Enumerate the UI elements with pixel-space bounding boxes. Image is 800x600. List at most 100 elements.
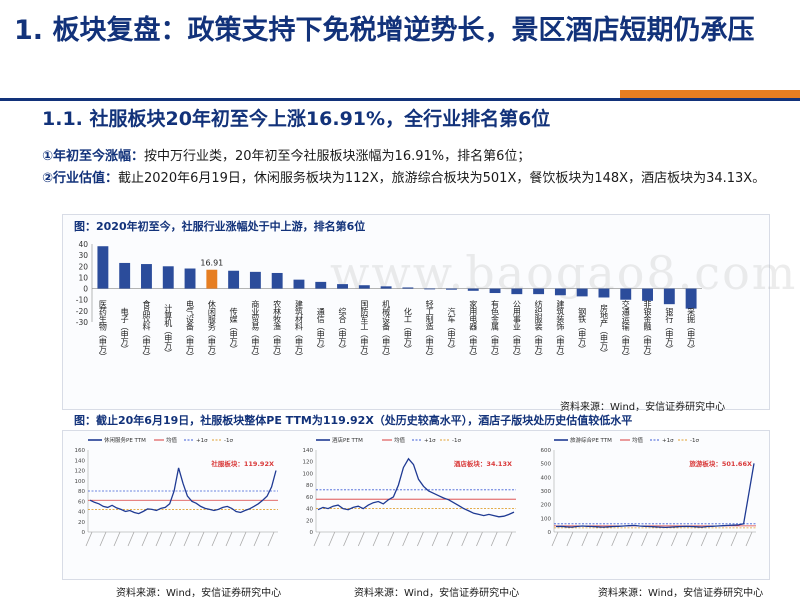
bar-15: [424, 288, 436, 290]
y-tick-label: 100: [75, 479, 86, 485]
figure-one-source: 资料来源：Wind，安信证券研究中心: [560, 402, 726, 413]
category-label: 商业贸易︵申万︶: [251, 299, 260, 360]
category-label: 银行︵申万︶: [665, 307, 674, 353]
page-title: 1. 板块复盘：政策支持下免税增逆势长，景区酒店短期仍承压: [14, 15, 755, 46]
y-tick-label: 200: [541, 503, 552, 509]
y-tick-label: 120: [75, 469, 86, 475]
x-tick-mark: [372, 531, 380, 547]
bar-4: [184, 268, 196, 289]
x-tick-mark: [730, 531, 738, 547]
point-two-text: 截止2020年6月19日，休闲服务板块为112X，旅游综合板块为501X，餐饮板…: [118, 171, 766, 186]
bar-20: [533, 288, 545, 295]
y-tick-label: 20: [306, 518, 313, 524]
series-annotation: 社服板块：119.92X: [211, 459, 274, 468]
point-one: ①年初至今涨幅：按中万行业类，20年初至今社服板块涨幅为16.91%，排名第6位…: [42, 146, 772, 167]
bar-22: [576, 288, 588, 297]
x-tick-mark: [183, 531, 191, 547]
y-tick-label: 100: [303, 471, 314, 477]
legend-lower-label: -1σ: [224, 438, 233, 444]
category-label: 传媒︵申万︶: [229, 307, 238, 353]
highlight-data-label: 16.91: [200, 259, 223, 268]
bar-10: [315, 281, 327, 289]
category-label: 汽车︵申万︶: [447, 307, 456, 353]
y-tick-label: 0: [310, 530, 314, 536]
x-tick-mark: [505, 531, 513, 547]
figure-two-source-1: 资料来源：Wind，安信证券研究中心: [116, 588, 282, 599]
x-tick-mark: [715, 531, 723, 547]
category-label: 公用事业︵申万︶: [512, 300, 521, 360]
x-tick-mark: [626, 531, 633, 547]
x-tick-mark: [267, 531, 275, 547]
bar-6: [228, 270, 240, 289]
y-tick-label: -30: [76, 318, 88, 327]
hotel-pe-chart: 酒店PE TTM 均值 +1σ -1σ 140 120 100 80 60 40 20 0 酒店板块：3…: [303, 436, 516, 547]
x-tick-mark: [551, 531, 559, 547]
category-label: 综合︵申万︶: [338, 307, 347, 353]
legend-mean-label: 均值: [632, 436, 644, 444]
y-tick-label: 140: [303, 448, 314, 454]
figure-one-panel: [62, 214, 770, 410]
x-tick-mark: [387, 531, 395, 547]
y-tick-label: -20: [76, 307, 88, 316]
y-tick-label: 500: [541, 462, 552, 468]
y-tick-label: 80: [306, 483, 313, 489]
bar-26: [663, 288, 675, 305]
legend-main-label: 旅游综合PE TTM: [570, 436, 612, 444]
category-label: 建筑装饰︵申万︶: [556, 299, 565, 360]
bar-3: [162, 266, 174, 289]
x-tick-mark: [253, 531, 261, 547]
category-label: 家用电器︵申万︶: [469, 299, 478, 360]
category-label: 交通运输︵申万︶: [621, 299, 630, 360]
bar-18: [489, 288, 501, 294]
x-tick-mark: [596, 531, 604, 547]
legend-main-label: 酒店PE TTM: [332, 436, 363, 444]
x-tick-mark: [745, 531, 753, 547]
x-tick-mark: [685, 531, 693, 547]
bar-24: [620, 288, 632, 300]
bar-17: [467, 288, 479, 291]
series-line: [555, 463, 755, 529]
category-label: 电气设备︵申万︶: [186, 299, 195, 360]
accent-bar: [620, 90, 800, 98]
category-label: 采掘︵申万︶: [687, 307, 696, 353]
x-tick-mark: [141, 531, 149, 547]
bar-27: [685, 288, 697, 309]
x-tick-mark: [656, 531, 663, 547]
figure-two-source-2: 资料来源：Wind，安信证券研究中心: [354, 588, 520, 599]
y-tick-label: 20: [78, 520, 85, 526]
x-tick-mark: [700, 531, 708, 547]
figure-one-caption: 图：2020年初至今，社服行业涨幅处于中上游，排名第6位: [74, 220, 366, 233]
x-tick-mark: [402, 531, 409, 547]
y-tick-label: 300: [541, 489, 552, 495]
category-label: 建筑材料︵申万︶: [294, 299, 303, 360]
y-tick-label: 600: [541, 448, 552, 454]
y-tick-label: 20: [78, 262, 88, 271]
x-tick-mark: [431, 531, 439, 547]
legend-upper-label: +1σ: [662, 438, 674, 444]
bar-12: [358, 285, 370, 289]
bar-5: [206, 269, 218, 289]
x-tick-mark: [581, 531, 589, 547]
bar-1: [119, 262, 131, 289]
y-tick-label: 0: [82, 530, 86, 536]
figure-two-panel: [62, 430, 770, 580]
legend-upper-label: +1σ: [196, 438, 208, 444]
y-tick-label: 40: [78, 510, 85, 516]
category-label: 国防军工︵申万︶: [360, 300, 369, 360]
x-tick-mark: [671, 531, 678, 547]
y-tick-label: -10: [76, 296, 88, 305]
series-line: [317, 457, 515, 518]
x-tick-mark: [313, 531, 321, 547]
x-tick-mark: [169, 531, 177, 547]
x-tick-mark: [446, 531, 454, 547]
y-tick-label: 120: [303, 460, 314, 466]
x-tick-mark: [225, 531, 233, 547]
series-line: [89, 467, 277, 515]
point-one-text: 按中万行业类，20年初至今社服板块涨幅为16.91%，排名第6位；: [144, 149, 531, 164]
point-two-label: ②行业估值：: [42, 171, 119, 186]
leisure-pe-chart: 休闲服务PE TTM 均值 +1σ -1σ 160 140 120 100 80 60 40 20 0 社…: [75, 436, 278, 547]
x-tick-mark: [113, 531, 121, 547]
bar-2: [141, 264, 152, 289]
category-label: 机械设备︵申万︶: [382, 299, 391, 360]
tourism-pe-chart: 旅游综合PE TTM 均值 +1σ -1σ 600 500 400 300 200 100 0 旅游板…: [541, 436, 756, 547]
